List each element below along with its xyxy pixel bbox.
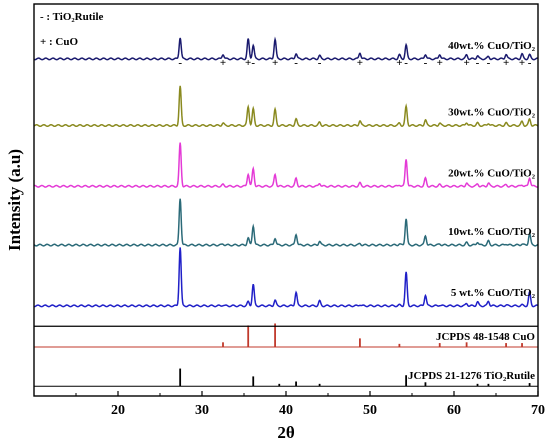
pattern-20wt-cuo-tio	[33, 142, 539, 188]
reference-label-jcpds-21-1276-tio-rutile: JCPDS 21-1276 TiO₂Rutile	[408, 370, 535, 382]
x-tick-label: 40	[279, 403, 293, 418]
x-axis: 20 30 40 50 60 70	[75, 391, 545, 418]
x-tick-label: 60	[447, 403, 461, 418]
rutile-peak-marker: -	[404, 57, 408, 69]
pattern-10wt-cuo-tio	[33, 198, 539, 247]
x-axis-title: 2θ	[277, 423, 295, 442]
plot-area: 40wt.% CuO/TiO₂ 30wt.% CuO/TiO₂ 20wt.% CuO…	[33, 36, 539, 387]
rutile-peak-marker: -	[424, 57, 428, 69]
series-label-10wt-cuo-tio: 10wt.% CuO/TiO₂	[448, 226, 536, 238]
reference-label-jcpds-48-1548-cuo: JCPDS 48-1548 CuO	[436, 331, 535, 343]
rutile-peak-marker: -	[487, 57, 491, 69]
cuo-peak-marker: +	[272, 57, 278, 69]
x-tick-label: 70	[531, 403, 545, 418]
cuo-peak-marker: +	[220, 57, 226, 69]
x-tick-label: 30	[195, 403, 209, 418]
series-label-40wt-cuo-tio: 40wt.% CuO/TiO₂	[448, 40, 536, 52]
series-label-20wt-cuo-tio: 20wt.% CuO/TiO₂	[448, 167, 536, 179]
rutile-peak-marker: -	[294, 57, 298, 69]
pattern-40wt-cuo-tio	[33, 36, 539, 61]
pattern-5-wt-cuo-tio	[33, 247, 539, 308]
x-tick-label: 50	[363, 403, 377, 418]
cuo-peak-marker: +	[396, 57, 402, 69]
cuo-peak-marker: +	[245, 57, 251, 69]
cuo-peak-marker: +	[437, 57, 443, 69]
legend: - : TiO₂Rutile + : CuO	[40, 11, 104, 48]
cuo-peak-marker: +	[357, 57, 363, 69]
rutile-peak-marker: -	[251, 57, 255, 69]
cuo-peak-marker: +	[503, 57, 509, 69]
pattern-30wt-cuo-tio	[33, 85, 539, 128]
series-label-5-wt-cuo-tio: 5 wt.% CuO/TiO₂	[451, 287, 536, 299]
cuo-peak-marker: +	[519, 57, 525, 69]
legend-tio2-rutile: - : TiO₂Rutile	[40, 11, 104, 23]
cuo-peak-marker: +	[463, 57, 469, 69]
rutile-peak-marker: -	[178, 57, 182, 69]
legend-cuo: + : CuO	[40, 36, 78, 48]
y-axis-title: Intensity (a.u)	[5, 149, 24, 251]
x-tick-label: 20	[111, 403, 125, 418]
rutile-peak-marker: -	[318, 57, 322, 69]
series-label-30wt-cuo-tio: 30wt.% CuO/TiO₂	[448, 107, 536, 119]
rutile-peak-marker: -	[528, 57, 532, 69]
rutile-peak-marker: -	[476, 57, 480, 69]
